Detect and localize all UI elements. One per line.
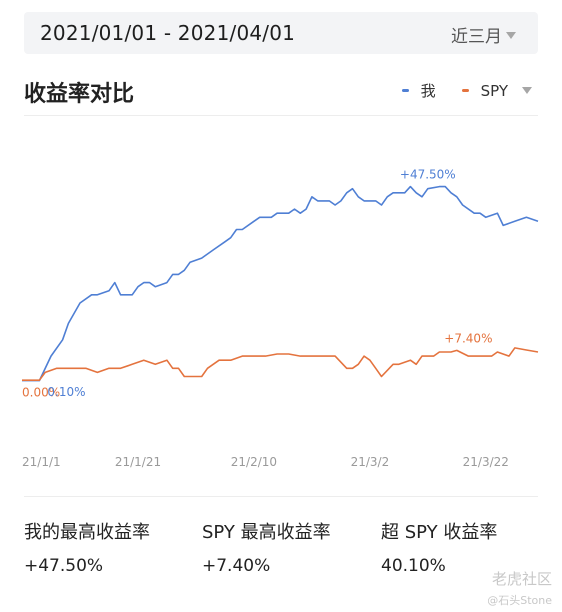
stat-label: SPY 最高收益率 xyxy=(202,522,331,543)
stat-label: 超 SPY 收益率 xyxy=(381,522,498,543)
stat-my-max-return: 我的最高收益率 +47.50% xyxy=(24,518,150,576)
legend-swatch-spy xyxy=(461,89,469,92)
stat-label: 我的最高收益率 xyxy=(24,522,150,543)
stat-excess-return: 超 SPY 收益率 40.10% xyxy=(381,518,497,576)
date-range-bar[interactable]: 2021/01/01 - 2021/04/01 近三月 xyxy=(24,12,538,54)
legend-label-spy: SPY xyxy=(480,81,508,100)
period-label: 近三月 xyxy=(451,27,502,47)
watermark-logo-text: 老虎社区 xyxy=(491,570,552,588)
x-tick-label: 21/1/21 xyxy=(115,455,161,469)
x-tick-label: 21/3/22 xyxy=(463,455,509,469)
data-label: +7.40% xyxy=(444,331,492,345)
date-range-text[interactable]: 2021/01/01 - 2021/04/01 xyxy=(40,21,296,45)
x-tick-label: 21/2/10 xyxy=(231,455,277,469)
chevron-down-icon xyxy=(506,32,516,39)
series-line-spy xyxy=(22,347,539,381)
watermark: 老虎社区 @石头Stone xyxy=(487,568,552,608)
series-line-me xyxy=(22,185,539,382)
x-tick-label: 21/1/1 xyxy=(22,455,61,469)
period-selector[interactable]: 近三月 xyxy=(451,22,516,47)
stat-value: +47.50% xyxy=(24,556,104,576)
data-label: 0.00% xyxy=(22,386,60,400)
stat-value: 40.10% xyxy=(381,556,446,576)
legend-swatch-me xyxy=(401,89,409,92)
divider xyxy=(24,115,538,116)
legend-label-me: 我 xyxy=(420,82,436,100)
legend-item-spy[interactable]: SPY xyxy=(461,81,508,100)
legend-item-me[interactable]: 我 xyxy=(401,80,436,101)
benchmark-dropdown-icon[interactable] xyxy=(522,87,532,94)
x-tick-label: 21/3/2 xyxy=(351,455,390,469)
return-comparison-chart: +47.50% +7.40% 0.00%0.10% 21/1/1 21/1/21 21/2… xyxy=(22,168,539,469)
watermark-author: @石头Stone xyxy=(487,594,552,607)
stat-spy-max-return: SPY 最高收益率 +7.40% xyxy=(202,518,331,576)
card-title: 收益率对比 xyxy=(24,82,135,107)
chart-legend: 我 SPY xyxy=(376,80,508,101)
data-label: 0.10% xyxy=(47,385,85,399)
data-label: +47.50% xyxy=(400,168,456,182)
divider xyxy=(24,496,538,497)
stat-value: +7.40% xyxy=(202,556,271,576)
